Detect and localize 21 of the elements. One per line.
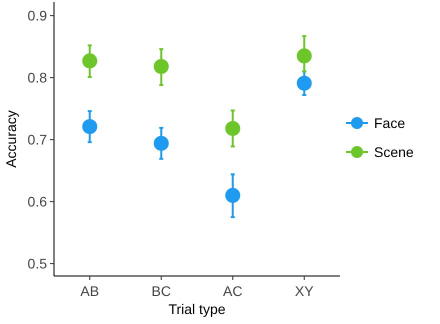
x-tick-label: AB	[80, 283, 100, 299]
x-axis-title: Trial type	[168, 301, 226, 317]
y-tick-label: 0.9	[28, 8, 48, 24]
x-tick-label: BC	[152, 283, 171, 299]
y-tick-label: 0.7	[28, 132, 48, 148]
point	[225, 120, 240, 136]
point	[296, 76, 312, 91]
y-axis-title: Accuracy	[3, 110, 19, 168]
point	[82, 53, 98, 68]
legend-label: Face	[374, 114, 406, 131]
legend-label: Scene	[374, 144, 414, 160]
point	[296, 48, 312, 64]
point	[82, 119, 98, 134]
x-tick-label: AC	[223, 283, 242, 299]
y-tick-label: 0.5	[28, 256, 48, 272]
y-tick-label: 0.6	[28, 194, 48, 210]
point	[154, 58, 169, 74]
x-tick-label: XY	[294, 283, 314, 299]
y-tick-label: 0.8	[28, 70, 48, 86]
point	[225, 188, 240, 203]
point	[154, 136, 169, 151]
